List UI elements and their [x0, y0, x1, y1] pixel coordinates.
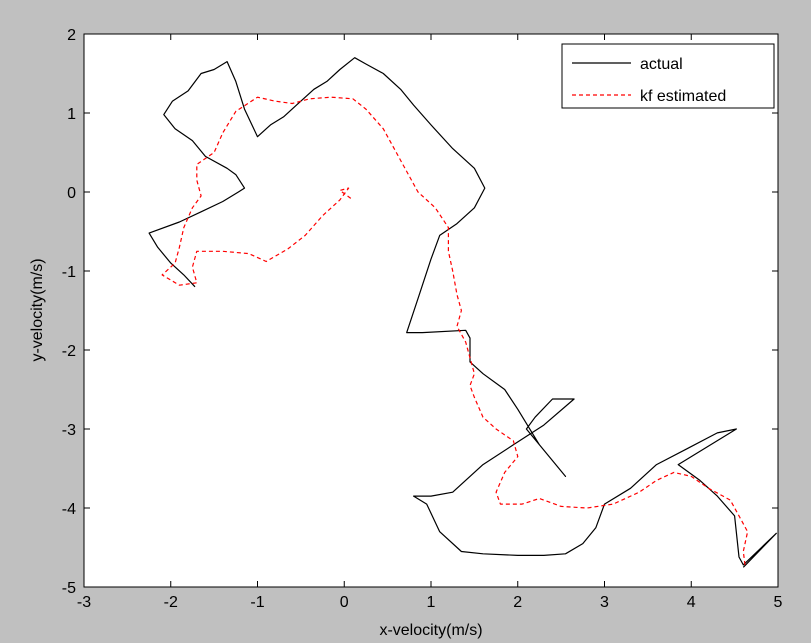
- x-tick-label: -1: [250, 594, 264, 611]
- x-tick-label: 1: [427, 594, 436, 611]
- y-tick-label: -1: [62, 264, 76, 281]
- x-tick-label: -2: [164, 594, 178, 611]
- plot-area: [83, 33, 779, 588]
- x-tick-label: 2: [513, 594, 522, 611]
- legend: actual kf estimated: [561, 43, 775, 109]
- x-tick-label: 4: [687, 594, 696, 611]
- axis-ticks: -3 -2 -1 0 1 2 3 4 5 -5 -4 -3 -2 -1 0 1 2: [62, 27, 783, 611]
- x-tick-label: 0: [340, 594, 349, 611]
- series-line-actual: [148, 57, 777, 568]
- y-tick-label: 2: [67, 27, 76, 44]
- legend-box: [561, 43, 775, 109]
- y-tick-label: -2: [62, 343, 76, 360]
- x-tick-label: 3: [600, 594, 609, 611]
- y-tick-label: -5: [62, 580, 76, 597]
- legend-label-actual: actual: [640, 56, 683, 73]
- y-tick-label: 1: [67, 106, 76, 123]
- legend-label-kf-estimated: kf estimated: [640, 88, 726, 105]
- y-axis-label: y-velocity(m/s): [29, 258, 46, 361]
- x-tick-label: -3: [77, 594, 91, 611]
- x-axis-label: x-velocity(m/s): [379, 622, 482, 639]
- y-tick-label: 0: [67, 185, 76, 202]
- series-lines: [148, 57, 777, 568]
- y-tick-label: -3: [62, 422, 76, 439]
- x-tick-label: 5: [774, 594, 783, 611]
- y-tick-label: -4: [62, 501, 76, 518]
- series-line-kf-estimated: [161, 96, 749, 565]
